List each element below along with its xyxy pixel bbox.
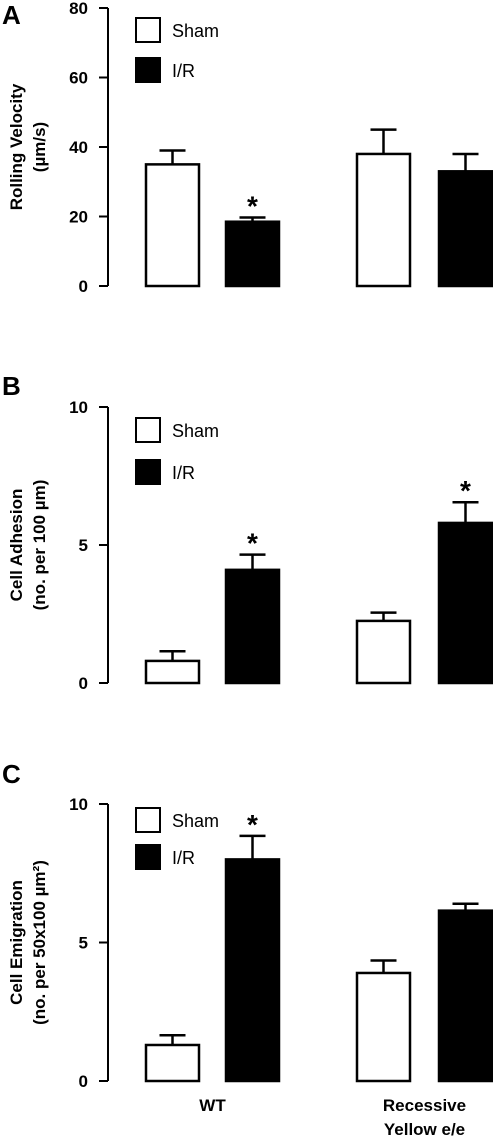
y-tick-label: 0 [79, 1072, 88, 1091]
y-tick-label: 40 [69, 138, 88, 157]
y-tick-label: 0 [79, 674, 88, 693]
bar-ir-1 [437, 909, 493, 1083]
bar-sham-0 [144, 163, 201, 288]
bar-ir-0 [224, 858, 281, 1083]
legend-label-ir: I/R [172, 848, 195, 868]
panel-letter-b: B [2, 371, 21, 401]
y-axis-label-units: (no. per 100 µm) [30, 480, 49, 611]
bar-ir-1 [437, 521, 493, 685]
legend-swatch-sham [135, 807, 161, 833]
legend-label-ir: I/R [172, 463, 195, 483]
x-category-label: Recessive [383, 1096, 466, 1115]
legend-swatch-ir [135, 459, 161, 485]
panel-letter-a: A [2, 0, 21, 30]
significance-star: * [247, 809, 258, 840]
significance-star: * [247, 528, 258, 559]
legend-label-sham: Sham [172, 421, 219, 441]
legend-label-sham: Sham [172, 21, 219, 41]
panel-letter-c: C [2, 759, 21, 789]
significance-star: * [247, 191, 258, 222]
y-tick-label: 60 [69, 69, 88, 88]
y-tick-label: 80 [69, 0, 88, 18]
y-tick-label: 0 [79, 277, 88, 296]
legend-label-ir: I/R [172, 61, 195, 81]
y-tick-label: 5 [79, 536, 88, 555]
bar-sham-1 [355, 619, 412, 685]
bar-ir-0 [224, 220, 281, 288]
x-category-label: WT [199, 1096, 226, 1115]
x-category-label: Yellow e/e [384, 1120, 465, 1138]
bar-sham-0 [144, 1043, 201, 1083]
y-axis-label-units: (µm/s) [30, 122, 49, 172]
y-tick-label: 10 [69, 398, 88, 417]
y-axis-label: Cell Adhesion [7, 489, 26, 602]
legend-swatch-sham [135, 17, 161, 43]
bar-sham-0 [144, 659, 201, 685]
significance-star: * [460, 475, 471, 506]
legend-swatch-ir [135, 57, 161, 83]
legend-label-sham: Sham [172, 811, 219, 831]
bar-ir-1 [437, 170, 493, 288]
legend-swatch-ir [135, 844, 161, 870]
y-tick-label: 5 [79, 934, 88, 953]
bar-sham-1 [355, 152, 412, 288]
y-tick-label: 20 [69, 208, 88, 227]
y-axis-label: Cell Emigration [7, 880, 26, 1005]
bar-ir-0 [224, 568, 281, 685]
y-axis-label-units: (no. per 50x100 µm²) [30, 860, 49, 1025]
y-tick-label: 10 [69, 795, 88, 814]
bar-sham-1 [355, 971, 412, 1083]
y-axis-label: Rolling Velocity [7, 83, 26, 210]
legend-swatch-sham [135, 417, 161, 443]
